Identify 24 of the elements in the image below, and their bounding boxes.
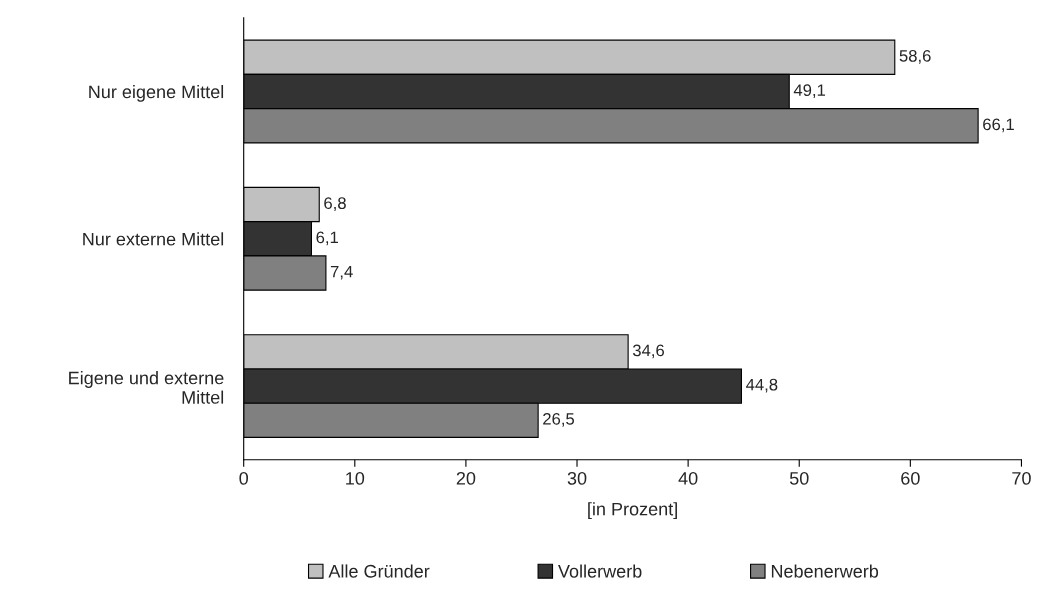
- legend-label: Nebenerwerb: [771, 564, 879, 578]
- legend-label: Alle Gründer: [328, 564, 430, 578]
- x-tick-label: 50: [789, 471, 809, 485]
- data-label: 7,4: [330, 265, 353, 280]
- data-label: 34,6: [632, 344, 664, 359]
- legend-label: Vollerwerb: [558, 564, 642, 578]
- data-label: 26,5: [543, 412, 575, 427]
- x-tick-label: 30: [567, 471, 587, 485]
- data-label: 6,8: [324, 197, 346, 211]
- data-label: 6,1: [316, 231, 338, 246]
- x-tick-label: 0: [239, 471, 249, 485]
- y-tick-label: Nur externe Mittel: [83, 232, 224, 246]
- x-tick-label: 60: [901, 471, 920, 485]
- y-tick-label: Eigene und externe Mittel: [69, 371, 224, 404]
- data-label: 49,1: [793, 84, 826, 98]
- data-label: 58,6: [899, 49, 931, 64]
- y-tick-label: Nur eigene Mittel: [89, 85, 224, 102]
- x-tick-label: 70: [1012, 471, 1031, 485]
- x-tick-label: 40: [678, 471, 698, 485]
- x-axis-title: [in Prozent]: [588, 502, 677, 520]
- x-tick-label: 10: [346, 471, 365, 485]
- data-label: 66,1: [983, 118, 1014, 133]
- data-label: 44,8: [746, 378, 778, 393]
- x-tick-label: 20: [456, 471, 476, 485]
